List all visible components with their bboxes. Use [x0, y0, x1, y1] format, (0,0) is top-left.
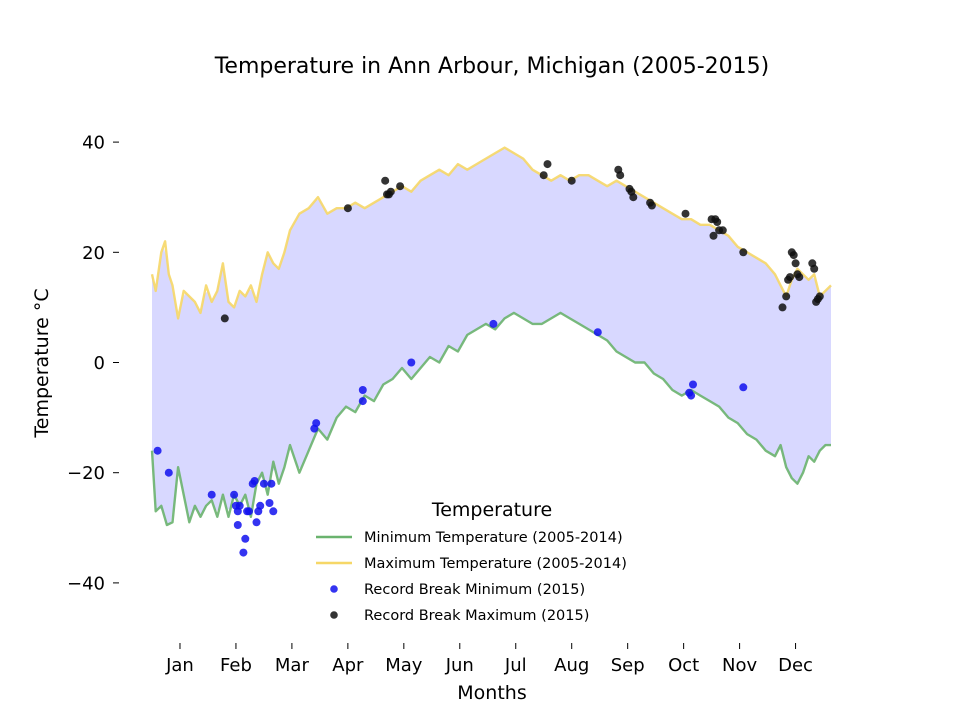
- y-axis: −40 −20 0 20 40: [67, 133, 119, 594]
- legend-marker-swatch: [330, 611, 338, 619]
- record-max-point: [681, 209, 690, 218]
- record-max-point: [629, 193, 638, 202]
- record-min-point: [245, 507, 253, 516]
- record-min-point: [265, 499, 274, 507]
- record-min-point: [233, 521, 242, 529]
- x-axis: Jan Feb Mar Apr May Jun Jul Aug Sep Oct Nov Dec: [165, 643, 813, 676]
- record-min-point: [312, 419, 321, 428]
- record-max-point: [539, 171, 548, 180]
- record-min-point: [250, 477, 259, 485]
- y-tick-label: −20: [67, 463, 105, 484]
- record-min-point: [407, 358, 416, 367]
- x-tick-label: May: [385, 655, 423, 676]
- record-min-point: [241, 534, 250, 543]
- record-max-point: [396, 182, 405, 191]
- record-max-point: [616, 171, 625, 180]
- record-max-point: [386, 187, 395, 196]
- y-tick-label: −40: [67, 573, 105, 594]
- record-max-point: [567, 176, 576, 185]
- record-max-point: [709, 231, 718, 240]
- record-min-points: [153, 319, 748, 557]
- record-max-point: [810, 264, 819, 273]
- x-tick-label: Oct: [668, 655, 699, 676]
- record-min-point: [739, 383, 748, 392]
- record-min-point: [256, 501, 265, 510]
- record-max-point: [815, 292, 824, 301]
- record-max-point: [647, 201, 656, 210]
- record-max-point: [718, 226, 727, 235]
- record-max-point: [795, 273, 804, 282]
- fill-between-band: [152, 148, 831, 525]
- legend-title: Temperature: [431, 499, 552, 521]
- x-tick-label: Jan: [165, 655, 194, 676]
- record-min-point: [267, 479, 276, 488]
- x-tick-label: Apr: [332, 655, 364, 676]
- record-max-point: [343, 204, 352, 213]
- record-min-point: [235, 501, 244, 510]
- legend-entry-label: Record Break Minimum (2015): [364, 582, 585, 598]
- record-max-point: [786, 273, 794, 282]
- record-min-point: [252, 518, 261, 527]
- chart-title: Temperature in Ann Arbour, Michigan (200…: [214, 54, 770, 79]
- x-tick-label: Aug: [554, 655, 589, 676]
- record-min-point: [687, 391, 696, 400]
- record-max-point: [789, 251, 798, 260]
- record-max-point: [713, 218, 722, 226]
- legend-entry-label: Maximum Temperature (2005-2014): [364, 556, 627, 572]
- record-max-point: [782, 292, 791, 301]
- record-min-point: [269, 507, 278, 516]
- x-tick-label: Dec: [778, 655, 813, 676]
- legend-entry-label: Record Break Maximum (2015): [364, 608, 589, 624]
- record-min-point: [593, 328, 602, 337]
- record-max-point: [543, 160, 552, 169]
- record-max-point: [381, 176, 390, 185]
- record-max-point: [220, 314, 229, 323]
- legend-marker-swatch: [330, 585, 338, 593]
- record-max-point: [778, 303, 787, 312]
- x-tick-label: Feb: [220, 655, 252, 676]
- record-min-point: [230, 490, 239, 499]
- legend-entry-label: Minimum Temperature (2005-2014): [364, 530, 623, 546]
- record-min-point: [259, 479, 268, 488]
- record-min-point: [358, 397, 367, 406]
- record-min-point: [207, 490, 216, 499]
- record-min-point: [358, 386, 367, 394]
- record-min-point: [689, 380, 697, 389]
- x-tick-label: Mar: [275, 655, 310, 676]
- x-tick-label: Sep: [611, 655, 645, 676]
- record-min-point: [164, 468, 173, 477]
- record-max-points: [220, 160, 824, 323]
- x-axis-title: Months: [457, 682, 526, 704]
- record-max-point: [791, 259, 800, 268]
- y-tick-label: 20: [82, 243, 105, 264]
- record-min-point: [239, 548, 248, 557]
- record-min-point: [153, 446, 162, 455]
- y-axis-title: Temperature °C: [31, 288, 53, 438]
- y-tick-label: 40: [82, 133, 105, 154]
- legend: Temperature Minimum Temperature (2005-20…: [316, 499, 627, 624]
- record-max-point: [739, 248, 748, 257]
- min-temperature-line: [150, 311, 831, 527]
- x-tick-label: Jun: [445, 655, 474, 676]
- x-tick-label: Nov: [722, 655, 757, 676]
- record-min-point: [489, 319, 498, 328]
- y-tick-label: 0: [94, 353, 105, 374]
- x-tick-label: Jul: [504, 655, 527, 676]
- plot-area: [150, 146, 832, 557]
- max-temperature-line: [150, 146, 832, 320]
